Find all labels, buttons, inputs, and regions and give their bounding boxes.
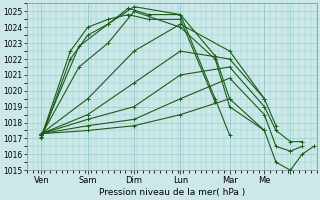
X-axis label: Pression niveau de la mer( hPa ): Pression niveau de la mer( hPa ) xyxy=(99,188,245,197)
